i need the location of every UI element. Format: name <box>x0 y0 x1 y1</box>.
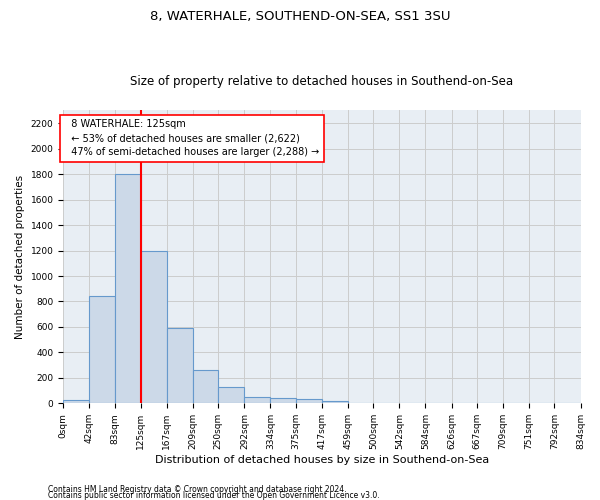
Bar <box>193 370 218 404</box>
Bar <box>271 398 296 404</box>
Text: 8, WATERHALE, SOUTHEND-ON-SEA, SS1 3SU: 8, WATERHALE, SOUTHEND-ON-SEA, SS1 3SU <box>150 10 450 23</box>
Y-axis label: Number of detached properties: Number of detached properties <box>15 175 25 339</box>
Bar <box>115 174 141 404</box>
X-axis label: Distribution of detached houses by size in Southend-on-Sea: Distribution of detached houses by size … <box>155 455 489 465</box>
Bar <box>244 397 271 404</box>
Bar <box>322 400 348 404</box>
Text: Contains public sector information licensed under the Open Government Licence v3: Contains public sector information licen… <box>48 490 380 500</box>
Text: 8 WATERHALE: 125sqm
  ← 53% of detached houses are smaller (2,622)
  47% of semi: 8 WATERHALE: 125sqm ← 53% of detached ho… <box>65 120 319 158</box>
Bar <box>167 328 193 404</box>
Bar <box>63 400 89 404</box>
Bar <box>296 400 322 404</box>
Title: Size of property relative to detached houses in Southend-on-Sea: Size of property relative to detached ho… <box>130 76 514 88</box>
Bar <box>89 296 115 404</box>
Bar <box>218 387 244 404</box>
Text: Contains HM Land Registry data © Crown copyright and database right 2024.: Contains HM Land Registry data © Crown c… <box>48 484 347 494</box>
Bar <box>141 250 167 404</box>
